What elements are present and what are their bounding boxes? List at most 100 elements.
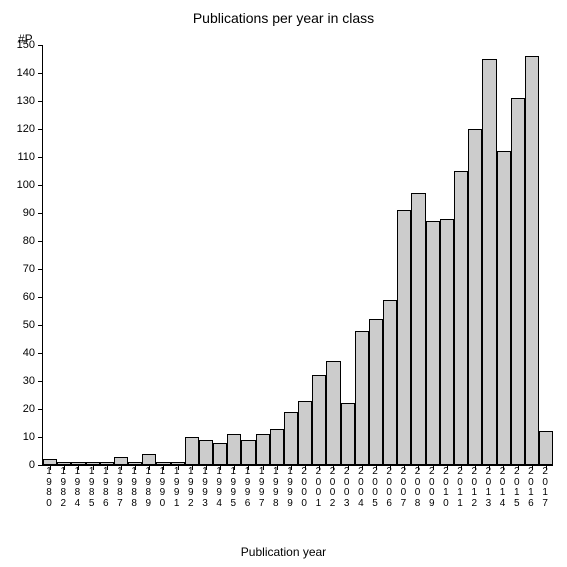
y-tick-label: 130 <box>17 95 35 107</box>
y-tick <box>38 297 43 298</box>
bar <box>355 331 369 465</box>
bar <box>426 221 440 465</box>
x-tick-label: 1997 <box>255 467 269 509</box>
x-tick-label: 1996 <box>240 467 254 509</box>
x-tick-label: 1995 <box>226 467 240 509</box>
x-tick-label: 1992 <box>184 467 198 509</box>
bar <box>256 434 270 465</box>
bar-chart: Publications per year in class #P 010203… <box>0 0 567 567</box>
x-tick-label: 1982 <box>56 467 70 509</box>
y-tick-label: 10 <box>23 431 35 443</box>
y-tick <box>38 437 43 438</box>
bar <box>383 300 397 465</box>
y-tick-label: 0 <box>29 459 35 471</box>
x-tick-label: 2011 <box>453 467 467 509</box>
bar <box>312 375 326 465</box>
y-tick <box>38 101 43 102</box>
x-tick-label: 2003 <box>340 467 354 509</box>
x-tick-label: 1998 <box>269 467 283 509</box>
x-tick-label: 1989 <box>141 467 155 509</box>
bar <box>341 403 355 465</box>
bar <box>284 412 298 465</box>
bar <box>525 56 539 465</box>
bar <box>270 429 284 465</box>
y-tick-label: 50 <box>23 319 35 331</box>
bars-group <box>43 45 553 465</box>
plot-area: 0102030405060708090100110120130140150 <box>42 45 553 466</box>
bar <box>114 457 128 465</box>
x-tick-label: 1990 <box>155 467 169 509</box>
x-tick-label: 1985 <box>85 467 99 509</box>
y-tick <box>38 325 43 326</box>
bar <box>185 437 199 465</box>
x-tick-label: 2001 <box>311 467 325 509</box>
x-labels: 1980198219841985198619871988198919901991… <box>42 467 552 509</box>
y-tick <box>38 73 43 74</box>
bar <box>511 98 525 465</box>
x-tick-label: 1991 <box>170 467 184 509</box>
x-tick-label: 1986 <box>99 467 113 509</box>
y-tick-label: 140 <box>17 67 35 79</box>
x-tick-label: 2016 <box>524 467 538 509</box>
x-tick-label: 2017 <box>538 467 552 509</box>
y-tick-label: 90 <box>23 207 35 219</box>
bar <box>227 434 241 465</box>
y-tick <box>38 381 43 382</box>
x-tick-label: 2014 <box>496 467 510 509</box>
bar <box>369 319 383 465</box>
x-tick-label: 2013 <box>481 467 495 509</box>
bar <box>539 431 553 465</box>
bar <box>199 440 213 465</box>
y-tick-label: 100 <box>17 179 35 191</box>
x-tick-label: 2010 <box>439 467 453 509</box>
x-tick-label: 2005 <box>368 467 382 509</box>
x-tick-label: 1980 <box>42 467 56 509</box>
x-tick-label: 1994 <box>212 467 226 509</box>
y-tick-label: 30 <box>23 375 35 387</box>
x-tick-label: 2007 <box>396 467 410 509</box>
y-tick <box>38 185 43 186</box>
y-tick-label: 150 <box>17 39 35 51</box>
y-tick <box>38 241 43 242</box>
y-tick-label: 70 <box>23 263 35 275</box>
x-tick-label: 2008 <box>410 467 424 509</box>
y-tick-label: 60 <box>23 291 35 303</box>
x-tick-label: 2000 <box>297 467 311 509</box>
bar <box>497 151 511 465</box>
y-tick-label: 110 <box>17 151 35 163</box>
bar <box>241 440 255 465</box>
x-tick-label: 2006 <box>382 467 396 509</box>
x-tick-label: 2015 <box>510 467 524 509</box>
y-tick <box>38 157 43 158</box>
y-tick-label: 20 <box>23 403 35 415</box>
y-tick <box>38 353 43 354</box>
x-tick-label: 1988 <box>127 467 141 509</box>
bar <box>440 219 454 465</box>
y-tick <box>38 129 43 130</box>
y-tick-label: 40 <box>23 347 35 359</box>
x-tick-label: 2004 <box>354 467 368 509</box>
bar <box>397 210 411 465</box>
x-tick-label: 1987 <box>113 467 127 509</box>
x-tick-label: 2002 <box>325 467 339 509</box>
y-tick <box>38 465 43 466</box>
y-tick <box>38 45 43 46</box>
x-tick-label: 1984 <box>70 467 84 509</box>
y-tick <box>38 269 43 270</box>
x-tick-label: 2009 <box>425 467 439 509</box>
y-tick-label: 120 <box>17 123 35 135</box>
bar <box>482 59 496 465</box>
bar <box>454 171 468 465</box>
y-tick <box>38 409 43 410</box>
x-tick-label: 1999 <box>283 467 297 509</box>
y-tick <box>38 213 43 214</box>
x-tick-label: 2012 <box>467 467 481 509</box>
y-tick-label: 80 <box>23 235 35 247</box>
bar <box>326 361 340 465</box>
bar <box>468 129 482 465</box>
bar <box>411 193 425 465</box>
x-tick-label: 1993 <box>198 467 212 509</box>
bar <box>213 443 227 465</box>
chart-title: Publications per year in class <box>0 10 567 26</box>
bar <box>298 401 312 465</box>
